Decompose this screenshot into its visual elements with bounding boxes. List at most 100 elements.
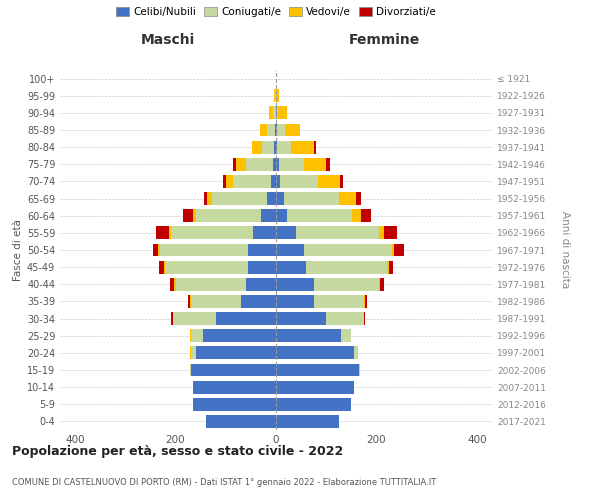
Bar [277,140,291,153]
Bar [157,226,169,239]
Bar [268,124,275,136]
Bar [276,192,284,205]
Bar [191,346,196,360]
Bar [206,192,212,205]
Bar [364,312,365,325]
Bar [170,226,253,239]
Bar [166,260,248,274]
Bar [339,192,356,205]
Bar [386,260,389,274]
Bar [380,278,384,290]
Y-axis label: Fasce di età: Fasce di età [13,219,23,281]
Text: COMUNE DI CASTELNUOVO DI PORTO (RM) - Dati ISTAT 1° gennaio 2022 - Elaborazione : COMUNE DI CASTELNUOVO DI PORTO (RM) - Da… [12,478,436,487]
Bar [246,158,274,170]
Bar [275,124,276,136]
Bar [278,106,287,120]
Text: Femmine: Femmine [349,34,419,48]
Bar [158,244,160,256]
Bar [379,278,380,290]
Bar [326,312,364,325]
Bar [280,175,317,188]
Bar [394,244,404,256]
Bar [296,226,379,239]
Bar [306,260,386,274]
Bar [274,140,276,153]
Bar [340,175,343,188]
Bar [277,124,284,136]
Bar [276,124,277,136]
Bar [170,312,173,325]
Bar [196,346,276,360]
Bar [326,158,330,170]
Bar [262,140,274,153]
Bar [276,226,296,239]
Bar [216,312,276,325]
Bar [206,415,276,428]
Bar [276,415,339,428]
Bar [204,192,206,205]
Bar [190,346,191,360]
Bar [174,278,176,290]
Bar [276,312,326,325]
Bar [276,210,287,222]
Bar [159,260,164,274]
Bar [271,175,276,188]
Bar [276,90,278,102]
Bar [241,295,276,308]
Bar [276,346,354,360]
Bar [246,278,276,290]
Bar [190,295,191,308]
Bar [248,244,276,256]
Text: Maschi: Maschi [141,34,195,48]
Bar [160,244,248,256]
Bar [176,278,246,290]
Bar [356,192,361,205]
Bar [252,140,262,153]
Bar [276,158,278,170]
Bar [392,244,394,256]
Bar [276,244,304,256]
Bar [341,330,352,342]
Bar [233,158,236,170]
Bar [389,260,393,274]
Bar [226,175,233,188]
Bar [190,330,191,342]
Bar [284,192,339,205]
Bar [223,175,226,188]
Bar [173,312,216,325]
Bar [314,140,316,153]
Bar [193,210,196,222]
Bar [267,192,276,205]
Bar [284,124,299,136]
Bar [248,260,276,274]
Bar [276,295,314,308]
Bar [164,260,166,274]
Bar [190,364,191,376]
Text: Popolazione per età, sesso e stato civile - 2022: Popolazione per età, sesso e stato civil… [12,445,343,458]
Bar [183,210,193,222]
Bar [191,295,241,308]
Bar [354,346,358,360]
Bar [276,260,306,274]
Bar [384,226,397,239]
Bar [276,364,359,376]
Bar [276,380,354,394]
Bar [274,106,276,120]
Bar [253,226,276,239]
Bar [170,278,174,290]
Bar [276,140,277,153]
Bar [261,210,276,222]
Bar [314,295,364,308]
Bar [361,210,371,222]
Bar [277,106,278,120]
Bar [304,244,392,256]
Bar [196,210,261,222]
Bar [276,330,341,342]
Bar [169,226,170,239]
Bar [278,158,304,170]
Bar [212,192,267,205]
Bar [365,295,367,308]
Y-axis label: Anni di nascita: Anni di nascita [560,212,570,288]
Bar [233,175,271,188]
Bar [276,398,352,410]
